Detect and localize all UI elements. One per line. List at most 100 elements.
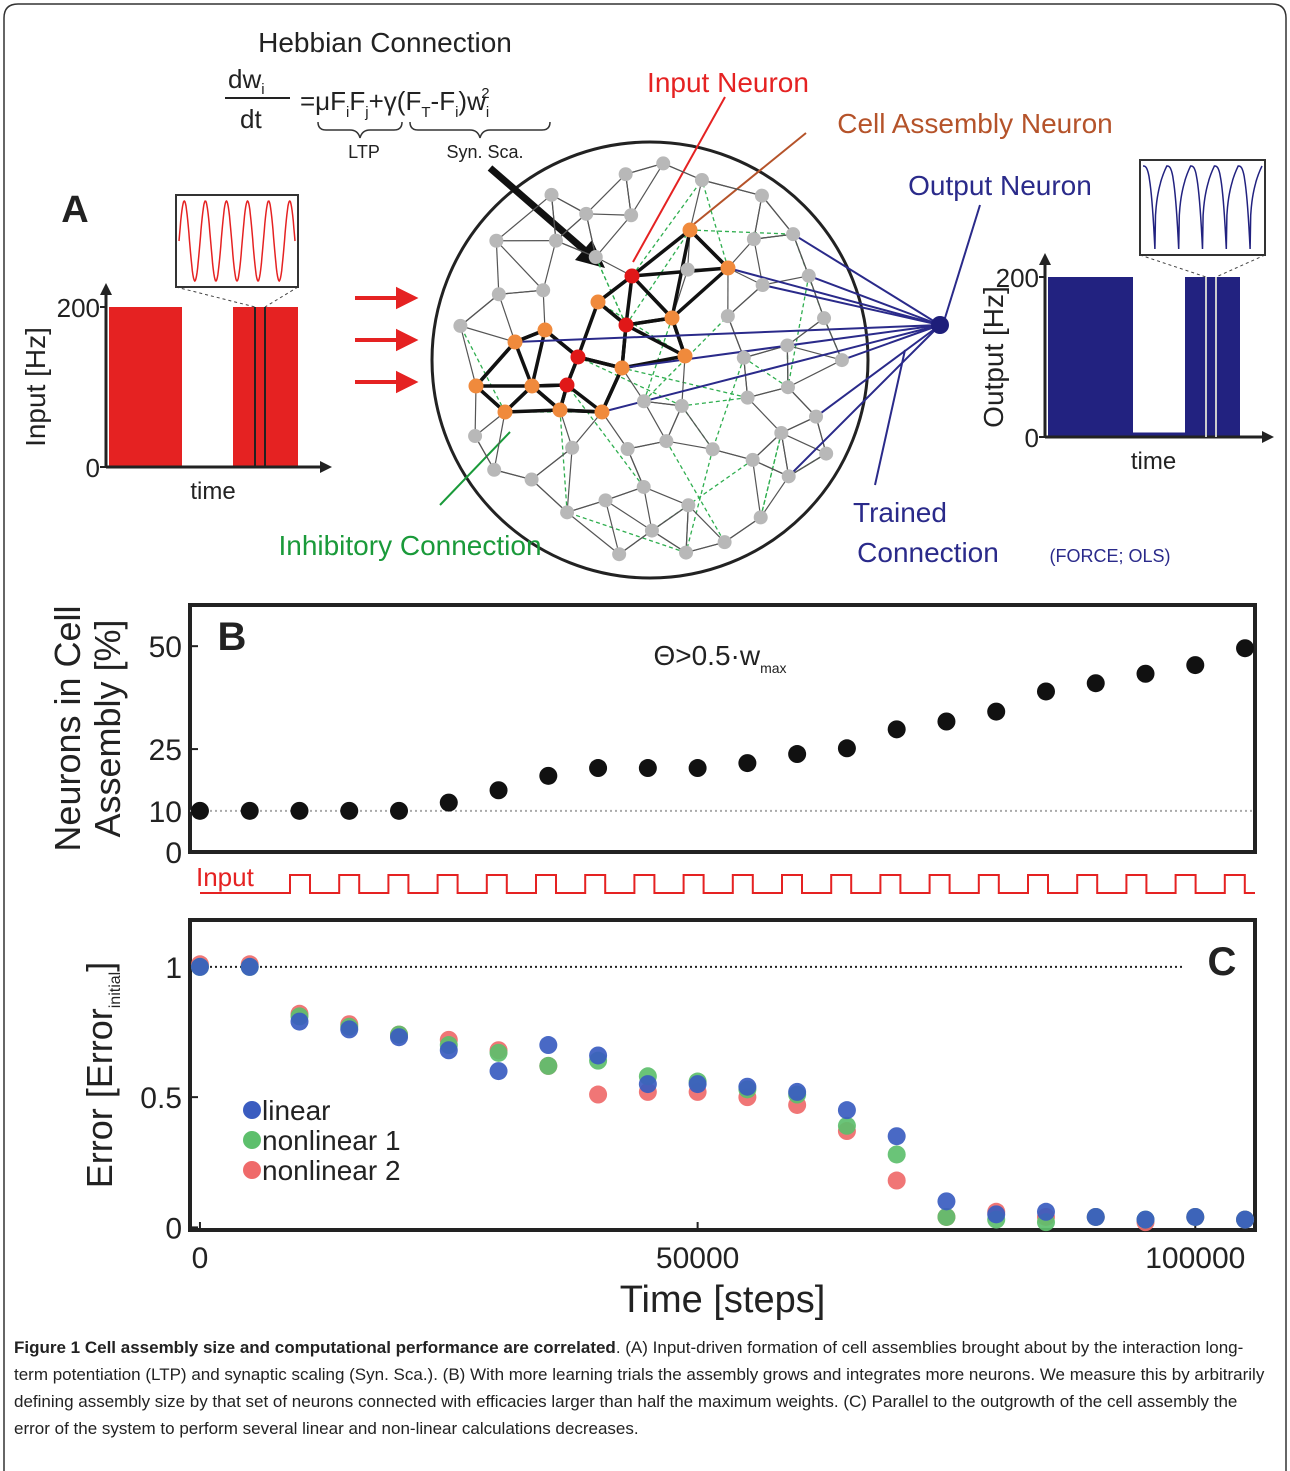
- output-neuron-label: Output Neuron: [908, 170, 1092, 201]
- point: [390, 1028, 409, 1047]
- point: [887, 1171, 906, 1190]
- eq-numerator: dwi: [228, 64, 265, 98]
- y-axis-label: Error [Errorinitial]: [79, 962, 124, 1188]
- y-tick-label: 25: [149, 734, 182, 767]
- zoom-guide: [1139, 254, 1207, 278]
- gray-neuron: [754, 188, 769, 203]
- point: [887, 1127, 906, 1146]
- edge: [531, 479, 568, 513]
- point: [638, 759, 657, 778]
- signal-block: [1185, 277, 1240, 437]
- edge: [724, 516, 762, 543]
- trained-edge: [601, 324, 941, 413]
- input-neuron-label: Input Neuron: [647, 67, 809, 98]
- edge: [651, 504, 689, 532]
- signal-block: [1048, 277, 1133, 437]
- point: [1036, 682, 1055, 701]
- trained-edge: [762, 284, 941, 326]
- trained-edge: [787, 324, 941, 478]
- edge: [586, 213, 632, 216]
- assembly-neuron: [590, 294, 606, 310]
- y-label-part: Error [Error: [79, 1008, 120, 1188]
- legend-label: linear: [262, 1095, 330, 1126]
- assembly-edge: [513, 341, 534, 387]
- edge: [666, 440, 713, 450]
- edge: [687, 504, 726, 543]
- syn-label: Syn. Sca.: [446, 142, 523, 162]
- panel-b-frame: [188, 603, 1257, 854]
- gray-neuron: [489, 233, 504, 248]
- edge: [681, 355, 686, 406]
- point: [837, 1101, 856, 1120]
- input-wave: [200, 874, 1255, 894]
- signal-block: [109, 307, 182, 467]
- assembly-edge: [670, 266, 730, 320]
- point: [190, 957, 209, 976]
- assembly-neuron: [497, 404, 513, 420]
- gray-neuron: [674, 398, 689, 413]
- gray-neuron: [681, 498, 696, 513]
- gray-neuron: [774, 425, 789, 440]
- input-arrows: [355, 286, 419, 394]
- inhibitory-edge: [566, 511, 687, 554]
- assembly-edge: [600, 367, 624, 413]
- edge: [585, 213, 597, 258]
- syn-brace: [409, 121, 551, 139]
- edge: [493, 411, 506, 470]
- point: [688, 1075, 707, 1094]
- gray-neuron: [656, 156, 671, 171]
- point: [1136, 664, 1155, 683]
- y-tick-label: 200: [57, 293, 100, 323]
- y-tick-label: 10: [149, 796, 182, 829]
- ltp-brace: [317, 121, 403, 139]
- inhibitory-edge: [743, 357, 789, 388]
- point: [539, 766, 558, 785]
- edge: [643, 400, 667, 442]
- edge: [531, 447, 573, 481]
- caption-text: . (A) Input-driven formation of cell ass…: [14, 1338, 1265, 1438]
- assembly-neuron: [507, 334, 523, 350]
- trained-label: Connection: [857, 537, 999, 568]
- edge: [595, 214, 632, 258]
- point: [788, 745, 807, 764]
- edge: [604, 500, 620, 555]
- gray-neuron: [659, 434, 674, 449]
- edge: [701, 179, 763, 197]
- edge: [753, 195, 763, 240]
- edge: [787, 359, 843, 388]
- point: [290, 1012, 309, 1031]
- gray-neuron: [453, 318, 468, 333]
- inhibitory-edge: [625, 229, 691, 326]
- point: [837, 739, 856, 758]
- input-neuron: [624, 268, 640, 284]
- y-axis-label: Assembly [%]: [87, 619, 128, 837]
- eq-part: dw: [228, 64, 261, 94]
- edge: [781, 432, 827, 455]
- gray-neuron: [565, 440, 580, 455]
- edge: [689, 179, 703, 231]
- trained-pointer: [874, 349, 906, 486]
- gray-neuron: [786, 227, 801, 242]
- edge: [555, 240, 596, 258]
- gray-neuron: [624, 208, 639, 223]
- point: [589, 1085, 608, 1104]
- edge: [542, 240, 557, 291]
- gray-neuron: [740, 390, 755, 405]
- eq-rhs: =μFiFj+γ(FT-Fi)wi2: [300, 85, 490, 121]
- inhibitory-edge: [760, 432, 782, 518]
- inhibitory-edge: [631, 179, 703, 277]
- edge: [662, 162, 703, 181]
- trained-edge: [808, 274, 941, 326]
- inhibitory-edge: [566, 384, 645, 488]
- axis-arrow: [1262, 431, 1274, 443]
- panel-label: A: [61, 189, 88, 231]
- edge: [495, 240, 500, 295]
- eq-sup: 2: [481, 85, 489, 102]
- eq-sub: i: [261, 81, 264, 98]
- assembly-neuron-label: Cell Assembly Neuron: [837, 108, 1112, 139]
- trained-edge: [815, 324, 941, 418]
- trained-edge: [792, 233, 941, 326]
- gray-neuron: [705, 442, 720, 457]
- edge: [681, 405, 714, 450]
- y-tick-label: 0: [86, 453, 100, 483]
